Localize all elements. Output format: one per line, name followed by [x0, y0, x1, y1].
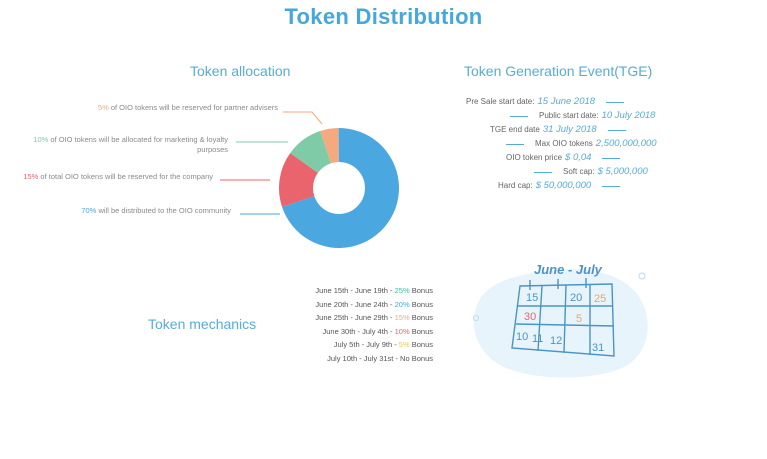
calendar-blob-bg [473, 269, 648, 378]
mechanics-title: Token mechanics [148, 316, 257, 332]
calendar-title: June - July [534, 262, 603, 277]
tge-row-public-start: Public start date: 10 July 2018 [510, 109, 680, 123]
calendar-number: 12 [550, 335, 562, 347]
donut-slice-marketing-loyalty [290, 131, 331, 173]
calendar-number: 20 [570, 292, 582, 304]
calendar-number: 11 [532, 333, 543, 345]
mechanics-row: June 20th - June 24th - 20% Bonus [315, 299, 433, 309]
tge-row-hard-cap: Hard cap: $ 50,000,000 [498, 179, 680, 193]
calendar-number: 31 [592, 342, 604, 354]
calendar-number: 15 [526, 292, 538, 304]
calendar-deco-circle [638, 272, 646, 280]
mechanics-row: June 15th - June 19th - 25% Bonus [315, 286, 433, 295]
tge-list: Pre Sale start date: 15 June 2018 Public … [440, 95, 680, 193]
leader-line-partners [283, 111, 323, 125]
calendar-illustration: June - July 15 20 25 30 5 10 11 12 31 [473, 262, 648, 378]
calendar-grid-line [537, 285, 543, 352]
mechanics-row: July 5th - July 9th - 5% Bonus [333, 340, 433, 349]
page-title: Token Distribution [284, 4, 483, 29]
calendar-frame [511, 283, 615, 357]
calendar-number: 10 [516, 331, 528, 343]
calendar-number: 5 [576, 313, 582, 325]
legend-item-marketing: 10% of OIO tokens will be allocated for … [33, 135, 228, 154]
allocation-donut-chart [279, 128, 399, 248]
tge-title: Token Generation Event(TGE) [464, 63, 653, 79]
calendar-deco-circle [473, 315, 479, 321]
allocation-title: Token allocation [190, 63, 291, 79]
legend-item-company: 15% of total OIO tokens will be reserved… [23, 172, 213, 181]
calendar-number: 25 [594, 293, 606, 305]
tge-row-token-price: OIO token price $ 0,04 [506, 151, 680, 165]
donut-slice-partner-advisers [320, 128, 339, 164]
calendar-grid-line [563, 284, 567, 354]
calendar-number: 30 [524, 311, 536, 323]
mechanics-list: June 15th - June 19th - 25% Bonus June 2… [233, 284, 433, 365]
mechanics-row: July 10th - July 31st - No Bonus [327, 353, 433, 363]
tge-row-presale: Pre Sale start date: 15 June 2018 [466, 95, 680, 109]
legend-item-partners: 5% of OIO tokens will be reserved for pa… [97, 103, 278, 112]
donut-slice-oio-community [282, 128, 399, 248]
tge-row-soft-cap: Soft cap: $ 5,000,000 [534, 165, 680, 179]
legend-item-community: 70% will be distributed to the OIO commu… [81, 206, 231, 215]
mechanics-row: June 30th - July 4th - 10% Bonus [322, 326, 434, 336]
mechanics-row: June 25th - June 29th - 15% Bonus [315, 313, 433, 322]
tge-row-max-tokens: Max OIO tokens 2,500,000,000 [506, 137, 680, 151]
donut-slice-company [279, 153, 318, 207]
tge-row-tge-end: TGE end date 31 July 2018 [490, 123, 680, 137]
